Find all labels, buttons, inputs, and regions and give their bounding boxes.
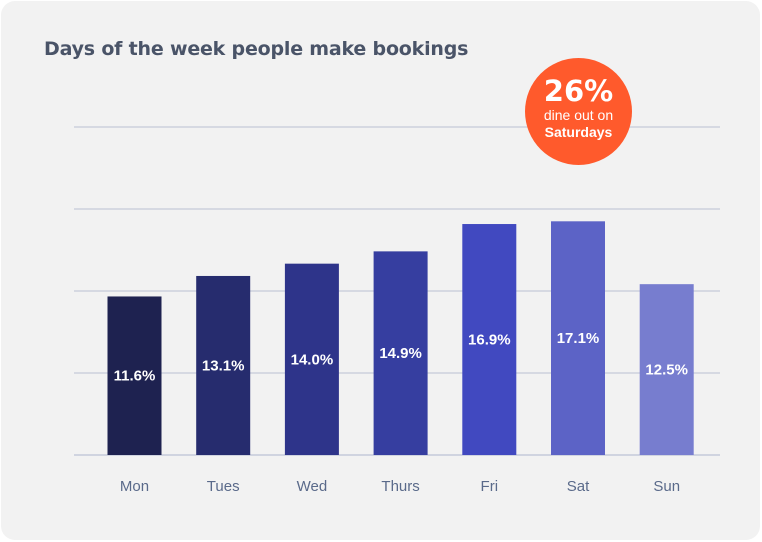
bar-sun [639,284,694,455]
bar-sat [551,221,605,455]
bar-fri [462,224,517,455]
data-label-sat: 17.1% [557,330,600,347]
callout-line1: dine out on [543,107,614,123]
x-tick-label-sun: Sun [653,478,680,495]
bar-tues [196,275,251,455]
chart-title: Days of the week people make bookings [44,38,469,60]
data-label-mon: 11.6% [114,368,156,385]
x-tick-label-fri: Fri [481,478,499,495]
callout-line2: Saturdays [544,124,613,140]
x-tick-label-tues: Tues [207,478,240,495]
x-tick-label-sat: Sat [567,478,590,495]
callout-value: 26% [543,74,614,108]
data-label-tues: 13.1% [202,357,245,374]
bar-wed [284,263,339,455]
bar-thurs [373,251,428,455]
data-label-wed: 14.0% [291,351,334,368]
x-tick-label-mon: Mon [120,478,149,495]
data-label-fri: 16.9% [468,332,511,349]
x-tick-label-wed: Wed [297,478,328,495]
callout-badge: 26% dine out on Saturdays [525,58,632,165]
data-label-sun: 12.5% [645,362,688,379]
x-tick-label-thurs: Thurs [381,478,419,495]
bar-mon [107,296,162,455]
data-label-thurs: 14.9% [379,345,422,362]
